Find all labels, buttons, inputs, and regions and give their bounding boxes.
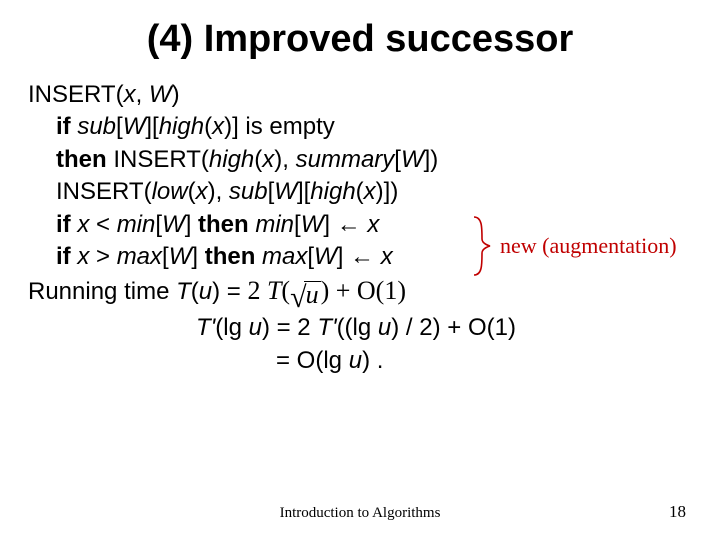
text: , [136, 81, 149, 108]
text: ( [281, 276, 290, 305]
text: (lg [215, 314, 248, 341]
text: ) = 2 [262, 314, 317, 341]
text-italic: u [249, 314, 262, 341]
kw-if: if [56, 243, 77, 270]
text-italic: u [199, 278, 212, 305]
footer-title: Introduction to Algorithms [0, 505, 720, 522]
text-italic: W [123, 113, 146, 140]
text-italic: T [267, 276, 281, 305]
text-italic: W [162, 211, 185, 238]
text: ), [274, 146, 295, 173]
text: ), [208, 178, 229, 205]
text-italic: W [274, 178, 297, 205]
text: < [89, 211, 116, 238]
text: [ [394, 146, 401, 173]
text: > [89, 243, 116, 270]
slide-title: (4) Improved successor [28, 18, 692, 61]
text: ) = [212, 278, 247, 305]
text-italic: min [117, 211, 156, 238]
text-italic: x [262, 146, 274, 173]
kw-then: then [205, 243, 262, 270]
text: ] [185, 211, 198, 238]
kw-if: if [56, 113, 77, 140]
text-italic: high [159, 113, 204, 140]
text: ][ [297, 178, 310, 205]
brace-icon [470, 215, 492, 277]
text: INSERT( [28, 81, 124, 108]
text-italic: summary [296, 146, 395, 173]
text: ) / 2) + O(1) [391, 314, 516, 341]
text: INSERT( [56, 178, 152, 205]
text-italic: x [77, 211, 89, 238]
text: [ [294, 211, 301, 238]
slide-body: INSERT(x, W) if sub[W][high(x)] is empty… [28, 79, 692, 377]
text-italic: W [314, 243, 337, 270]
page-number: 18 [669, 502, 686, 522]
text-italic: W [301, 211, 324, 238]
text-italic: x [212, 113, 224, 140]
text-italic: T [176, 278, 191, 305]
text-italic: W [169, 243, 192, 270]
text: Running time [28, 278, 176, 305]
text: [ [162, 243, 169, 270]
annotation-new: new (augmentation) [500, 231, 677, 261]
text: ]) [424, 146, 439, 173]
text-italic: x [367, 211, 379, 238]
text-italic: max [262, 243, 307, 270]
text-italic: W [401, 146, 424, 173]
kw-then: then [56, 146, 113, 173]
text: ) . [362, 347, 383, 374]
line-2: if sub[W][high(x)] is empty [28, 111, 692, 143]
text-italic: x [196, 178, 208, 205]
text-italic: max [117, 243, 162, 270]
sqrt: √u [290, 277, 320, 312]
text: ] ← [337, 243, 381, 270]
kw-then: then [198, 211, 255, 238]
text-italic: high [310, 178, 355, 205]
line-8: T'(lg u) = 2 T'((lg u) / 2) + O(1) [28, 312, 692, 344]
line-1: INSERT(x, W) [28, 79, 692, 111]
text-italic: T' [196, 314, 215, 341]
text: ( [188, 178, 196, 205]
text: INSERT( [113, 146, 209, 173]
text-italic: u [378, 314, 391, 341]
text: )] is empty [224, 113, 335, 140]
text-italic: sub [77, 113, 116, 140]
text: ) [172, 81, 180, 108]
text: ) + O(1) [321, 276, 406, 305]
text-italic: T' [317, 314, 336, 341]
text-italic: x [381, 243, 393, 270]
math-expr: 2 T(√u) + O(1) [247, 276, 406, 305]
line-9: = O(lg u) . [28, 345, 692, 377]
line-7: Running time T(u) = 2 T(√u) + O(1) [28, 273, 692, 312]
text: = O(lg [276, 347, 349, 374]
line-4: INSERT(low(x), sub[W][high(x)]) [28, 176, 692, 208]
text-italic: x [77, 243, 89, 270]
text: ( [356, 178, 364, 205]
text-italic: x [124, 81, 136, 108]
text: ][ [145, 113, 158, 140]
text: )]) [376, 178, 399, 205]
text: 2 [247, 276, 267, 305]
radicand: u [304, 281, 321, 308]
text-italic: min [255, 211, 294, 238]
text: ] ← [323, 211, 367, 238]
text: ((lg [337, 314, 378, 341]
text: [ [116, 113, 123, 140]
text-italic: u [349, 347, 362, 374]
text-italic: W [149, 81, 172, 108]
kw-if: if [56, 211, 77, 238]
text-italic: sub [229, 178, 268, 205]
text-italic: low [152, 178, 188, 205]
text-italic: x [364, 178, 376, 205]
text: ( [204, 113, 212, 140]
line-3: then INSERT(high(x), summary[W]) [28, 144, 692, 176]
text: ( [191, 278, 199, 305]
slide: (4) Improved successor INSERT(x, W) if s… [0, 0, 720, 540]
text-italic: high [209, 146, 254, 173]
text: ] [191, 243, 204, 270]
